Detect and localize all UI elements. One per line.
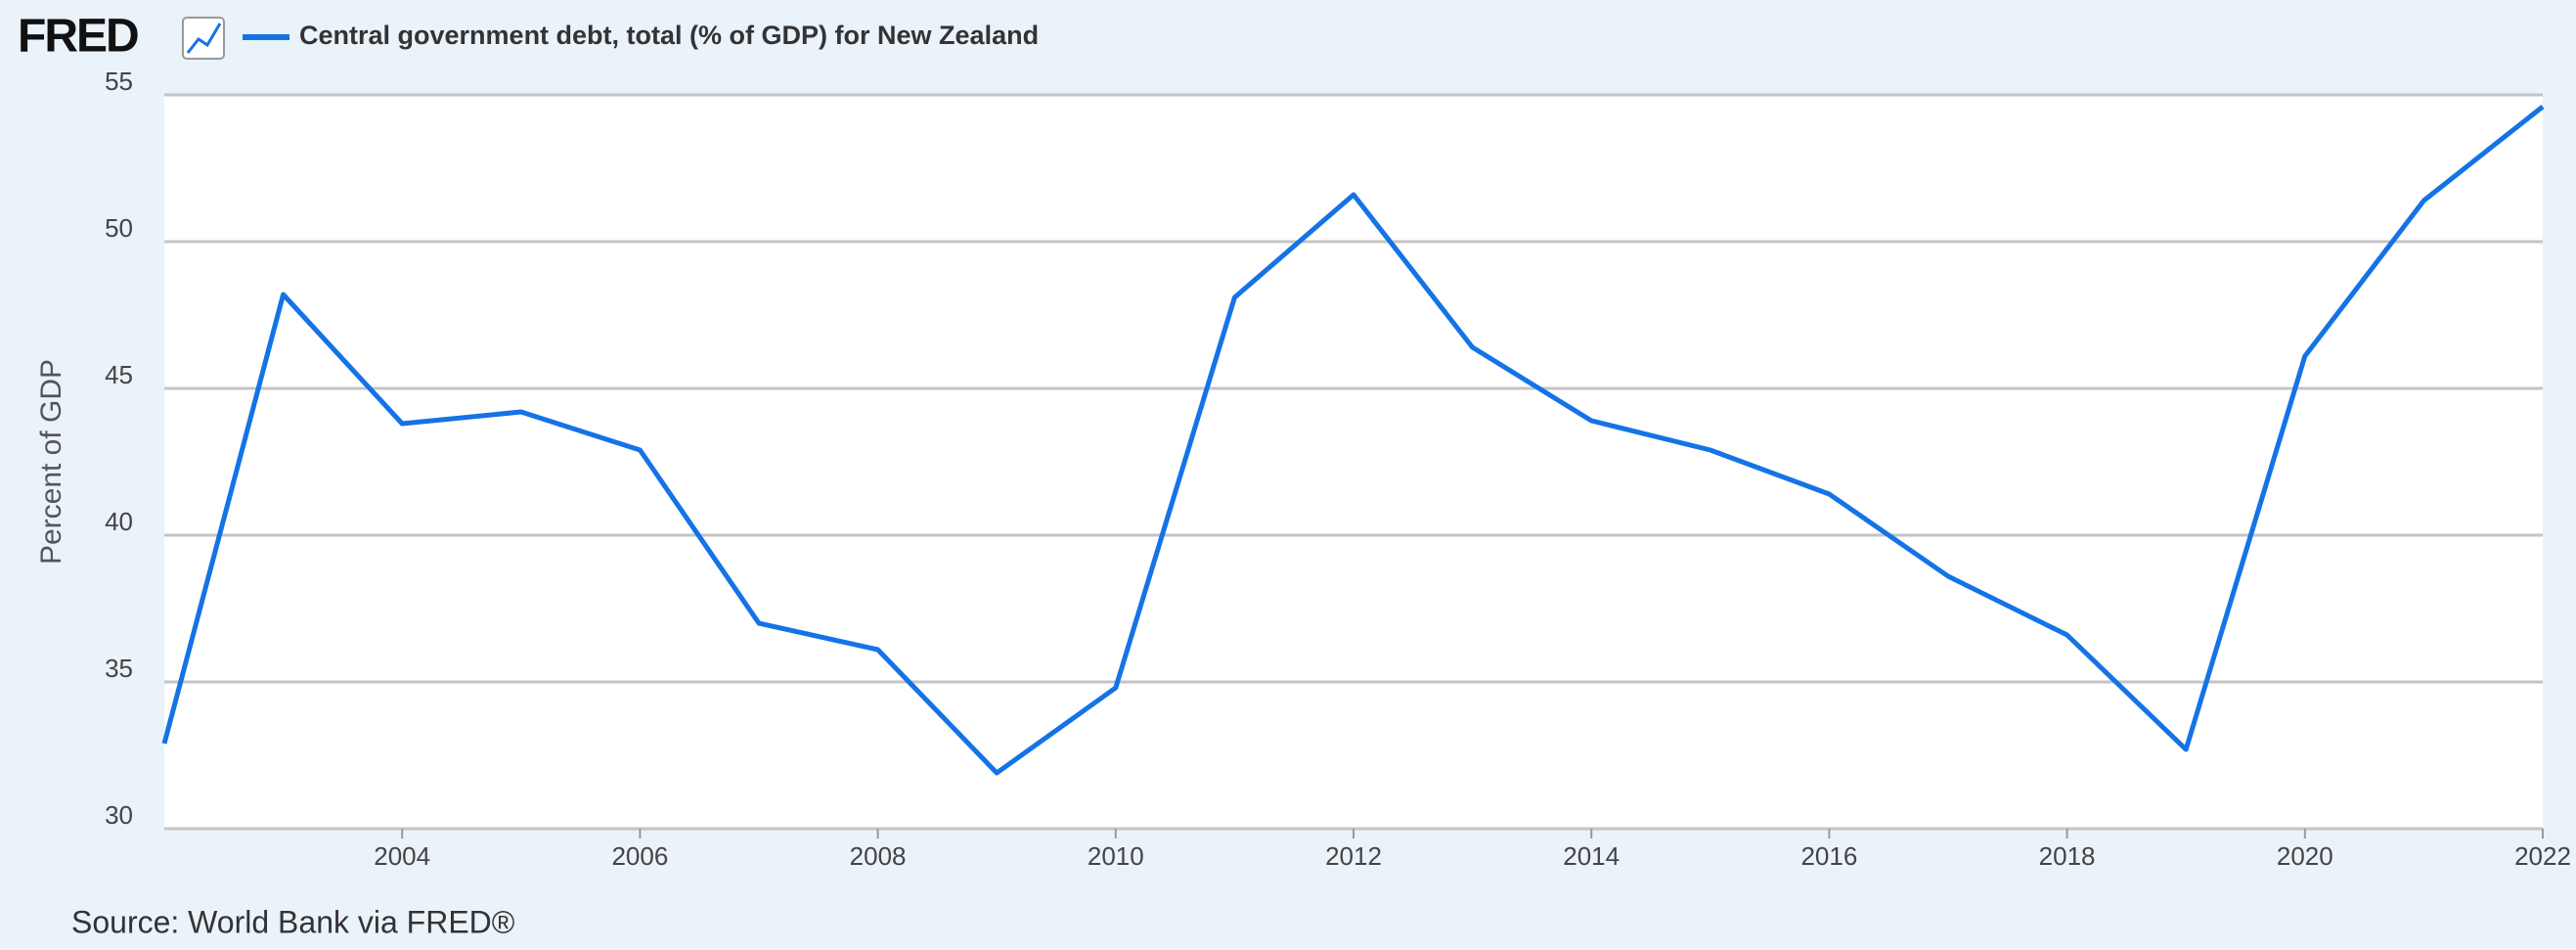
x-tick-label: 2022: [2514, 841, 2571, 871]
y-tick-label: 40: [105, 507, 133, 536]
x-tick-label: 2018: [2039, 841, 2096, 871]
y-tick-label: 45: [105, 360, 133, 389]
y-tick-label: 30: [105, 800, 133, 830]
x-tick-label: 2014: [1563, 841, 1620, 871]
y-axis-label: Percent of GDP: [35, 359, 67, 565]
logo-icon: [182, 17, 225, 60]
plot-area: [164, 95, 2543, 829]
x-tick-label: 2008: [850, 841, 907, 871]
x-tick-label: 2004: [374, 841, 430, 871]
x-tick-label: 2006: [611, 841, 668, 871]
logo-icon-line: [186, 23, 222, 54]
x-tick-label: 2012: [1325, 841, 1382, 871]
series-line: [161, 105, 2545, 776]
y-tick-label: 50: [105, 213, 133, 243]
y-tick-label: 35: [105, 654, 133, 683]
logo: FRED: [18, 11, 138, 63]
legend-label: Central government debt, total (% of GDP…: [299, 21, 1039, 50]
y-tick-label: 55: [105, 67, 133, 96]
x-tick-label: 2010: [1088, 841, 1144, 871]
x-tick-label: 2016: [1800, 841, 1857, 871]
source: Source: World Bank via FRED®: [71, 904, 515, 939]
x-tick-label: 2020: [2277, 841, 2333, 871]
